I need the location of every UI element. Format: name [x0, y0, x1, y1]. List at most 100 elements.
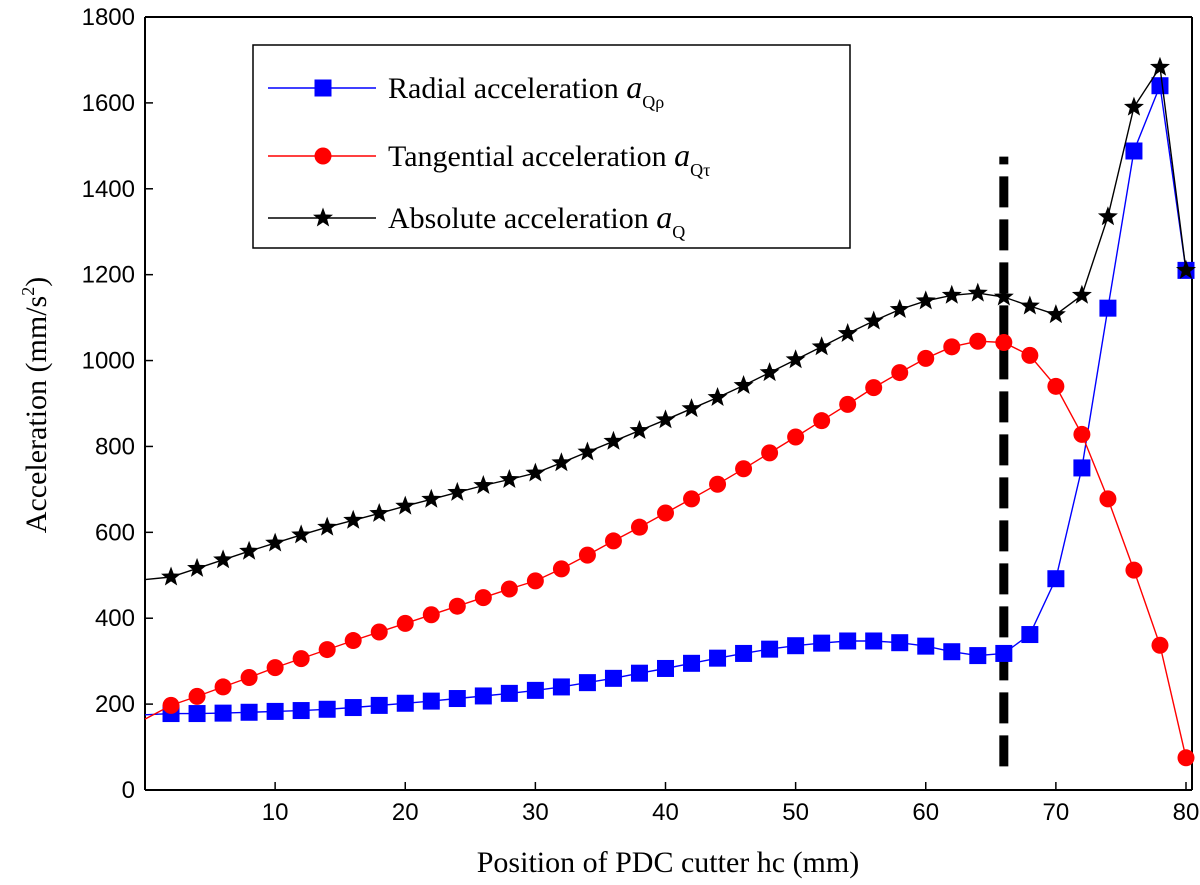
data-point	[891, 364, 909, 382]
legend-symbol: a	[656, 199, 672, 235]
y-tick-label: 1000	[82, 348, 135, 375]
y-tick-label: 400	[95, 605, 135, 632]
data-point	[761, 444, 779, 462]
data-point	[889, 298, 910, 318]
data-point	[811, 336, 832, 356]
x-tick-label: 20	[392, 799, 419, 826]
data-point	[995, 644, 1013, 662]
legend: Radial acceleration aQρ Tangential accele…	[252, 44, 851, 249]
legend-items: Radial acceleration aQρ Tangential accele…	[268, 69, 710, 242]
data-point	[422, 692, 440, 710]
data-point	[969, 332, 987, 350]
x-ticks: 10 20 30 40 50 60 70 80	[262, 782, 1199, 826]
data-point	[915, 290, 936, 310]
data-point	[1047, 570, 1065, 588]
data-point	[448, 690, 466, 708]
data-point	[292, 650, 310, 668]
data-point	[735, 460, 753, 478]
data-point	[813, 634, 831, 652]
series-star	[144, 56, 1196, 586]
data-point	[1123, 96, 1144, 116]
data-point	[995, 334, 1013, 352]
data-point	[214, 678, 232, 696]
data-point	[735, 644, 753, 662]
legend-subscript: Qρ	[642, 92, 664, 112]
data-point	[943, 643, 961, 661]
data-point	[683, 654, 701, 672]
legend-symbol: a	[626, 69, 642, 105]
data-point	[1125, 142, 1143, 160]
y-ticks: 0 200 400 600 800 1000 1200 1400 1600 1800	[82, 4, 153, 804]
data-point	[787, 637, 805, 655]
axes	[144, 16, 1193, 791]
data-point	[474, 589, 492, 607]
legend-item: Radial acceleration aQρ	[268, 69, 664, 112]
data-point	[188, 705, 206, 723]
legend-label: Absolute acceleration aQ	[388, 199, 685, 242]
x-axis-title: Position of PDC cutter hc (mm)	[477, 846, 859, 879]
data-point	[421, 488, 442, 508]
data-point	[448, 597, 466, 615]
legend-marker	[314, 79, 332, 97]
data-point	[369, 502, 390, 522]
data-point	[917, 349, 935, 367]
data-point	[1021, 626, 1039, 644]
data-point	[943, 338, 961, 356]
legend-item: Tangential acceleration aQτ	[268, 137, 710, 180]
y-axis-title-sup: 2	[18, 287, 38, 296]
data-point	[1073, 459, 1091, 477]
data-point	[683, 490, 701, 508]
data-point	[1019, 295, 1040, 315]
data-point	[709, 649, 727, 667]
data-point	[941, 284, 962, 304]
data-point	[343, 509, 364, 529]
data-point	[551, 452, 572, 472]
data-point	[370, 696, 388, 714]
data-point	[266, 659, 284, 677]
data-point	[1177, 749, 1195, 767]
data-point	[813, 412, 831, 430]
data-point	[577, 441, 598, 461]
data-point	[1045, 304, 1066, 324]
data-point	[291, 524, 312, 544]
series-circle	[144, 332, 1195, 767]
data-point	[552, 560, 570, 578]
data-point	[318, 700, 336, 718]
data-point	[1071, 284, 1092, 304]
data-point	[917, 637, 935, 655]
data-point	[863, 310, 884, 330]
data-point	[525, 462, 546, 482]
data-point	[1099, 490, 1117, 508]
data-point	[1151, 636, 1169, 654]
data-point	[500, 580, 518, 598]
data-point	[474, 687, 492, 705]
data-point	[578, 674, 596, 692]
data-point	[578, 546, 596, 564]
legend-marker	[313, 207, 333, 227]
y-tick-label: 1400	[82, 176, 135, 203]
data-point	[526, 572, 544, 590]
data-point	[1151, 77, 1169, 95]
x-tick-label: 30	[522, 799, 549, 826]
data-point	[865, 632, 883, 650]
data-point	[707, 386, 728, 406]
data-point	[473, 475, 494, 495]
data-point	[318, 641, 336, 659]
y-axis-title: Acceleration (mm/s2)	[18, 277, 53, 533]
legend-marker	[314, 147, 332, 165]
data-point	[240, 703, 258, 721]
data-point	[603, 430, 624, 450]
data-point	[604, 532, 622, 550]
data-point	[499, 469, 520, 489]
x-tick-label: 50	[782, 799, 809, 826]
data-point	[733, 374, 754, 394]
data-point	[1149, 56, 1170, 76]
y-axis-title-main: Acceleration (mm/s	[20, 296, 53, 533]
legend-label: Radial acceleration aQρ	[388, 69, 664, 112]
data-point	[188, 687, 206, 705]
data-point	[969, 647, 987, 665]
data-point	[657, 504, 674, 522]
data-point	[1047, 377, 1065, 395]
data-point	[395, 495, 416, 515]
data-point	[629, 420, 650, 440]
